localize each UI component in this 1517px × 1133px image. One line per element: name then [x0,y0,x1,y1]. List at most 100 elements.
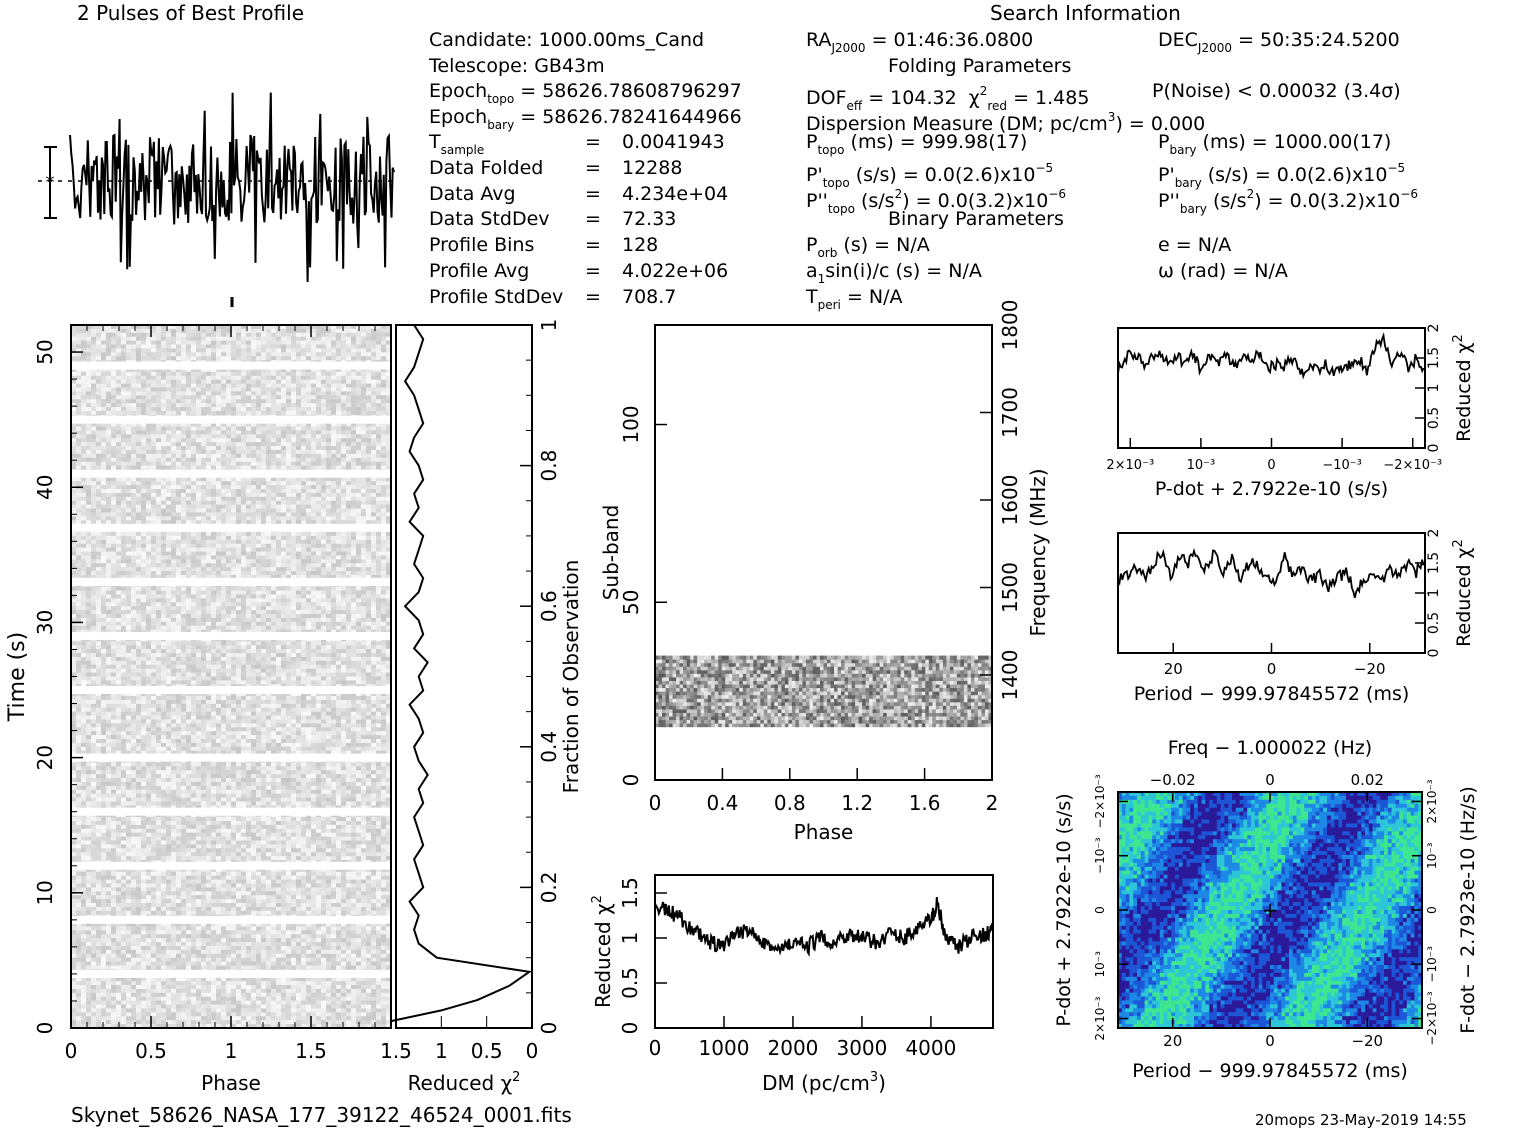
pp-x2tick-label: 0.02 [1351,771,1384,789]
pp-xtick-label: −20 [1351,1032,1383,1050]
heat-row [71,446,392,451]
heat-row [71,949,392,955]
freq-tick-label: 1400 [998,650,1022,701]
heat-row [71,840,392,845]
pp-row [1118,811,1423,817]
dm-ytick-label: 0.5 [618,967,642,999]
data-gap [71,807,391,816]
panel-line [1117,547,1425,599]
pp-row [1118,917,1423,923]
heat-row [71,750,392,756]
pp-ytick-label: 2×10⁻³ [1093,996,1107,1040]
heat-row [71,656,392,662]
heat-row [71,391,392,396]
heat-row [71,375,392,381]
heat-row [71,543,392,549]
pp-row [1118,902,1423,907]
subband-row [655,698,993,703]
heat-row [71,477,392,482]
subband-row [655,662,993,667]
pp-row [1118,925,1423,931]
heat-row [71,981,392,986]
phase-axis-label: Phase [201,1071,261,1095]
eq: = [585,131,601,153]
heat-row [71,836,392,842]
heat-row [71,903,392,908]
freq-tick-label: 1600 [998,475,1022,526]
heat-row [71,586,392,592]
ytick-label: 20 [33,745,57,770]
heat-row [71,551,392,556]
epoch-label: Epoch [429,80,488,102]
pp-row [1118,803,1423,809]
pnoise-line: P(Noise) < 0.00032 (3.4σ) [1152,80,1401,102]
pp-row [1118,910,1423,915]
heat-row [71,430,392,435]
heat-row [71,852,392,857]
heat-row [71,1024,392,1029]
panel-ytick-label: 1.5 [1426,552,1442,574]
footer-stamp: 20mops 23-May-2019 14:55 [1255,1111,1467,1129]
folding-params-title: Folding Parameters [888,55,1072,77]
heat-row [71,512,392,517]
pp-xtick-label: 20 [1163,1032,1182,1050]
pp-row [1118,913,1423,919]
profile-avg-value: 4.022e+06 [622,260,729,282]
data-gap [71,415,391,424]
redchi-axis-label: Reduced χ2 [408,1070,521,1095]
xtick-label: 1 [225,1039,238,1063]
fy-tick-label: 0 [537,1022,561,1035]
sb-xtick-label: 1.6 [909,791,941,815]
panel-xtick-label: −10⁻³ [1322,458,1362,473]
pp-y2tick-label: 0 [1425,906,1439,914]
heat-row [71,442,392,447]
sb-phase-axis-label: Phase [794,820,854,844]
panel-xtick-label: 20 [1164,660,1183,678]
subband-row [655,669,993,674]
data-stddev-value: 72.33 [622,208,677,230]
pddbary-line: P''bary (s/s2) = 0.0(3.2)x10−6 [1158,187,1419,216]
panel-ytick-label: 1 [1426,384,1442,393]
pdot-chi-plot: 0 0.5 1 1.5 2 2×10⁻³ 10⁻³ 0 −10⁻³ −2×10⁻³ Reduced … [1106,324,1475,500]
heat-row [71,942,392,947]
pp-best-marker: + [1262,898,1279,922]
heat-row [71,504,392,510]
subband-row [655,723,993,728]
heat-row [71,844,392,849]
heat-row [71,453,392,459]
heat-row [71,731,392,736]
pp-row [1118,851,1423,856]
pp-row [1118,792,1423,797]
heat-row [71,821,392,826]
pp-row [1118,969,1423,974]
heat-row [71,883,392,888]
pp-row [1118,949,1423,954]
subband-row [655,673,993,678]
heat-row [71,789,392,795]
fraction-axis-label: Fraction of Observation [559,560,583,794]
ytick-label: 30 [33,610,57,635]
pp-row [1118,799,1423,805]
pp-row [1118,839,1423,844]
pp-row [1118,874,1423,880]
tperi-value: = N/A [846,286,903,308]
tsample-sub: sample [440,143,485,157]
freq-tick-label: 1700 [998,387,1022,438]
heat-row [71,824,392,830]
data-gap [71,861,391,870]
tsample-t: T [429,131,441,153]
sb-xtick-label: 0 [649,791,662,815]
pp-row [1118,988,1423,994]
heat-row [71,547,392,553]
panel-redchi-label: Reduced χ2 [1451,539,1475,647]
panel-line [1117,331,1425,380]
heat-row [71,879,392,884]
panel-ytick-label: 2 [1426,324,1442,333]
profile-star: * [46,172,55,193]
subband-row [655,712,993,717]
panel-ytick-label: 0 [1426,649,1442,658]
heat-row [71,891,392,896]
heat-row [71,563,392,568]
heat-row [71,1012,392,1017]
